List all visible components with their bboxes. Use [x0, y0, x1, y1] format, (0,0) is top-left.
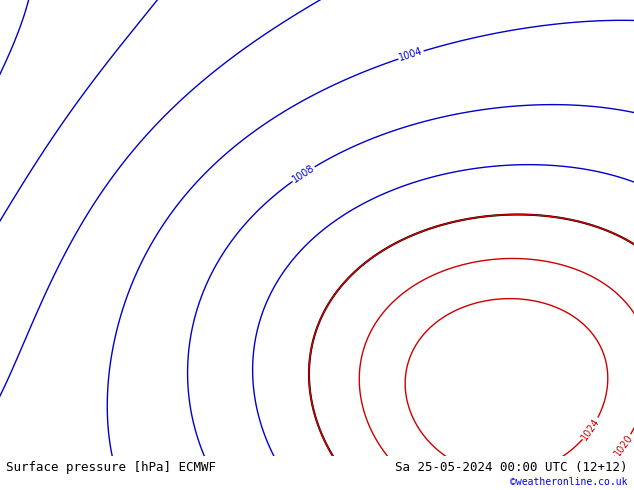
Text: Surface pressure [hPa] ECMWF: Surface pressure [hPa] ECMWF [6, 461, 216, 474]
Text: 1020: 1020 [612, 433, 634, 458]
Text: 996: 996 [0, 223, 1, 244]
Text: 1008: 1008 [290, 163, 316, 185]
Text: 1024: 1024 [579, 416, 602, 442]
Text: Sa 25-05-2024 00:00 UTC (12+12): Sa 25-05-2024 00:00 UTC (12+12) [395, 461, 628, 474]
Text: 1004: 1004 [398, 47, 424, 63]
Text: 1016: 1016 [616, 479, 634, 490]
Text: ©weatheronline.co.uk: ©weatheronline.co.uk [510, 477, 628, 487]
